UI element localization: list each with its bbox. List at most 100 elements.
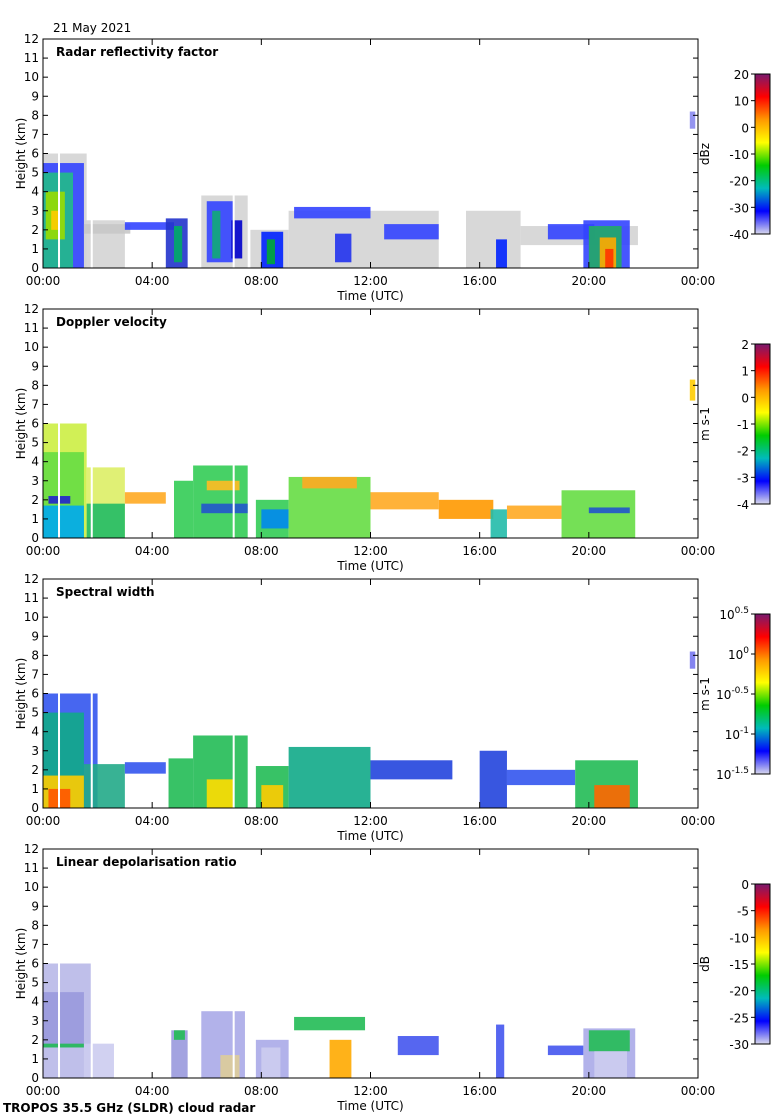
y-tick-label: 5	[31, 166, 39, 180]
echo-patch	[231, 220, 243, 259]
colorbar-tick-label: -20	[729, 175, 749, 189]
echo-patch	[174, 480, 194, 538]
colorbar-tick-label: -10	[729, 931, 749, 945]
footer-label: TROPOS 35.5 GHz (SLDR) cloud radar	[3, 1101, 256, 1115]
colorbar-tick-label: 1	[741, 365, 749, 379]
y-tick-label: 7	[31, 937, 39, 951]
y-tick-label: 3	[31, 204, 39, 218]
y-tick-label: 1	[31, 1052, 39, 1066]
y-tick-label: 0	[31, 531, 39, 545]
x-tick-label: 16:00	[462, 814, 497, 828]
echo-patch	[168, 758, 194, 808]
echo-patch	[689, 379, 696, 401]
echo-patch	[193, 465, 248, 538]
colorbar-tick-label: 10-0.5	[716, 686, 749, 702]
x-tick-label: 16:00	[462, 274, 497, 288]
x-tick-label: 00:00	[681, 274, 716, 288]
echo-patch	[294, 1016, 366, 1031]
echo-patch	[302, 476, 357, 489]
echo-patch	[51, 210, 60, 230]
y-axis-label: Height (km)	[14, 928, 28, 999]
echo-patch	[605, 248, 614, 268]
echo-patch	[438, 499, 494, 519]
colorbar-tick-label: 10-1	[725, 726, 749, 742]
echo-patch	[294, 206, 371, 219]
colorbar-tick-label: -10	[729, 148, 749, 162]
y-tick-label: 10	[24, 70, 39, 84]
echo-patch	[496, 1024, 505, 1078]
echo-patch	[43, 992, 84, 1048]
echo-patch	[171, 1030, 188, 1078]
x-tick-label: 00:00	[26, 274, 61, 288]
y-tick-label: 10	[24, 340, 39, 354]
echo-patch	[689, 651, 696, 669]
y-tick-label: 8	[31, 648, 39, 662]
echo-patch	[201, 503, 248, 514]
colorbar-tick-label: 10-1.5	[716, 766, 749, 782]
echo-patch	[43, 1043, 84, 1048]
y-tick-label: 3	[31, 474, 39, 488]
colorbar-tick-label: -5	[737, 905, 749, 919]
colorbar-tick-label: 100	[728, 646, 749, 662]
y-tick-label: 11	[24, 51, 39, 65]
y-tick-label: 6	[31, 957, 39, 971]
x-tick-label: 04:00	[135, 274, 170, 288]
x-tick-label: 00:00	[26, 1084, 61, 1098]
x-tick-label: 16:00	[462, 1084, 497, 1098]
colorbar-tick-label: 0	[741, 121, 749, 135]
y-tick-label: 4	[31, 455, 39, 469]
colorbar-tick-label: -25	[729, 1011, 749, 1025]
echo-patch	[174, 226, 183, 263]
echo-patch	[397, 1036, 439, 1056]
data-gap-line	[58, 143, 61, 268]
y-tick-label: 6	[31, 687, 39, 701]
y-tick-label: 8	[31, 918, 39, 932]
colorbar-label: m s-1	[698, 677, 712, 711]
y-tick-label: 7	[31, 667, 39, 681]
y-tick-label: 5	[31, 436, 39, 450]
y-tick-label: 9	[31, 629, 39, 643]
y-tick-label: 2	[31, 493, 39, 507]
x-axis-label: Time (UTC)	[336, 1099, 403, 1113]
echo-patch	[506, 769, 576, 786]
echo-patch	[370, 760, 453, 780]
echo-patch	[288, 746, 371, 808]
x-tick-label: 20:00	[572, 1084, 607, 1098]
echo-patch	[547, 224, 595, 240]
colorbar-tick-label: -4	[737, 498, 749, 512]
data-gap-line	[58, 683, 61, 808]
echo-patch	[479, 750, 507, 808]
y-tick-label: 9	[31, 89, 39, 103]
colorbar-tick-label: -15	[729, 958, 749, 972]
echo-patch	[588, 1030, 630, 1052]
y-tick-label: 11	[24, 321, 39, 335]
y-tick-label: 6	[31, 147, 39, 161]
colorbar-tick-label: -2	[737, 445, 749, 459]
echo-patch	[43, 505, 84, 538]
y-tick-label: 4	[31, 725, 39, 739]
x-tick-label: 08:00	[244, 814, 279, 828]
echo-patch	[83, 764, 125, 808]
x-tick-label: 20:00	[572, 274, 607, 288]
echo-patch	[547, 1045, 584, 1056]
x-tick-label: 00:00	[26, 814, 61, 828]
panel-title: Linear depolarisation ratio	[56, 855, 237, 869]
echo-patch	[370, 492, 439, 510]
echo-patch	[384, 224, 439, 240]
echo-patch	[466, 210, 521, 268]
y-tick-label: 9	[31, 899, 39, 913]
y-tick-label: 12	[24, 32, 39, 46]
x-tick-label: 16:00	[462, 544, 497, 558]
colorbar-tick-label: -30	[729, 1038, 749, 1052]
echo-patch	[689, 111, 696, 129]
x-tick-label: 20:00	[572, 814, 607, 828]
data-gap-line	[90, 953, 93, 1078]
data-gap-line	[58, 953, 61, 1078]
panel-title: Doppler velocity	[56, 315, 167, 329]
data-gap-line	[90, 413, 93, 538]
x-axis-label: Time (UTC)	[336, 829, 403, 843]
echo-patch	[212, 210, 221, 259]
echo-patch	[266, 239, 275, 265]
x-tick-label: 00:00	[681, 544, 716, 558]
